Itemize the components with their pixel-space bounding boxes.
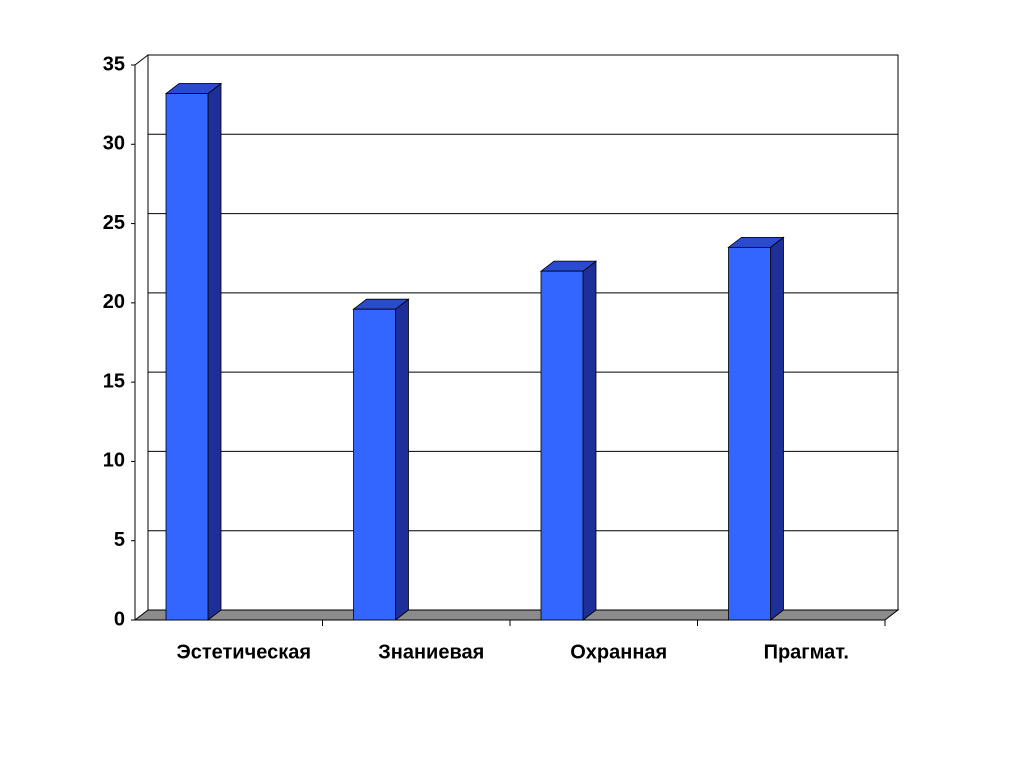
y-tick-label: 25 xyxy=(103,212,125,234)
bar xyxy=(165,93,209,621)
bar xyxy=(540,270,584,621)
x-tick-label: Знаниевая xyxy=(378,641,484,663)
y-tick-label: 30 xyxy=(103,133,125,155)
bar-side xyxy=(582,260,597,621)
y-tick-label: 5 xyxy=(114,529,125,551)
y-axis xyxy=(134,54,149,620)
y-tick-label: 15 xyxy=(103,370,125,392)
bar-side xyxy=(395,298,409,621)
x-tick-label: Прагмат. xyxy=(764,641,849,663)
x-tick-label: Охранная xyxy=(570,641,667,663)
bar-side xyxy=(207,82,222,621)
y-tick-label: 35 xyxy=(103,53,125,75)
y-tick-label: 10 xyxy=(103,450,125,472)
bar xyxy=(728,246,771,621)
y-tick-label: 0 xyxy=(114,608,125,630)
bar-side xyxy=(770,236,784,621)
back-wall xyxy=(147,54,899,611)
x-tick-label: Эстетическая xyxy=(177,641,312,663)
bar xyxy=(353,308,396,621)
floor xyxy=(133,609,900,621)
y-tick-label: 20 xyxy=(103,291,125,313)
